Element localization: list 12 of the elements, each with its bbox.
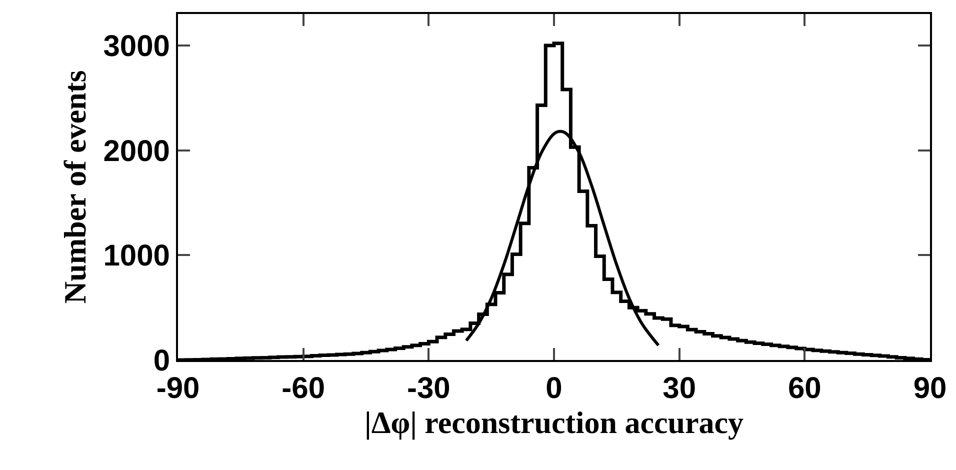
x-axis-title: |Δφ| reconstruction accuracy bbox=[364, 405, 744, 440]
y-tick-label: 2000 bbox=[103, 134, 170, 168]
y-tick-label: 3000 bbox=[103, 30, 170, 63]
x-tick-label: 60 bbox=[788, 372, 822, 405]
y-tick-label: 1000 bbox=[103, 240, 170, 273]
line-series bbox=[464, 130, 660, 347]
x-tick-label: -30 bbox=[406, 372, 450, 405]
y-axis-title: Number of events bbox=[57, 70, 92, 304]
x-tick-label: 0 bbox=[546, 372, 562, 405]
x-tick-label: 30 bbox=[662, 372, 696, 405]
x-tick-label: -60 bbox=[282, 372, 326, 405]
x-tick-label: 90 bbox=[913, 372, 947, 405]
